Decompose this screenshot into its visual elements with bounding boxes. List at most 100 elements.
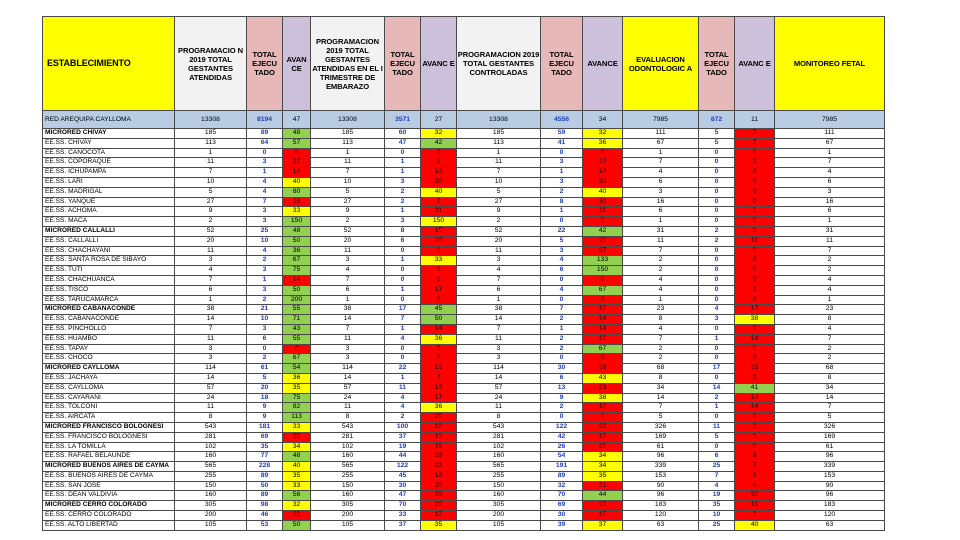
ejecutado-cell: 44 bbox=[384, 451, 421, 463]
avance-cell: 32 bbox=[282, 500, 311, 512]
ejecutado-cell: 3 bbox=[698, 314, 735, 325]
ejecutado-cell: 77 bbox=[246, 451, 283, 463]
ejecutado-cell: 0 bbox=[698, 176, 735, 188]
ejecutado-cell: 11 bbox=[384, 382, 421, 394]
avance-cell: 34 bbox=[582, 110, 623, 129]
value-cell: 255 bbox=[456, 470, 541, 482]
ejecutado-cell: 0 bbox=[698, 323, 735, 335]
value-cell: 120 bbox=[774, 510, 885, 521]
avance-cell: 14 bbox=[282, 167, 311, 178]
value-cell: 4 bbox=[774, 167, 885, 178]
ejecutado-cell: 0 bbox=[246, 343, 283, 355]
table-row: EE.SS. CHACHUANCA 7 1 14 7 0 0 7 0 0 4 0 0 4 bbox=[42, 274, 885, 286]
avance-cell: 33 bbox=[282, 206, 311, 218]
avance-cell: 0 bbox=[734, 245, 775, 257]
value-cell: 2 bbox=[774, 353, 885, 365]
establecimiento-cell: EE.SS. SAN JOSE bbox=[42, 480, 175, 492]
value-cell: 7 bbox=[774, 157, 885, 169]
value-cell: 1 bbox=[310, 294, 385, 306]
avance-cell: 0 bbox=[734, 343, 775, 355]
ejecutado-cell: 13 bbox=[540, 382, 583, 394]
ejecutado-cell: 9 bbox=[540, 392, 583, 404]
ejecutado-cell: 0 bbox=[384, 294, 421, 306]
avance-cell: 44 bbox=[582, 490, 623, 502]
avance-cell: 28 bbox=[420, 451, 457, 463]
ejecutado-cell: 42 bbox=[540, 431, 583, 443]
table-row: EE.SS. LA TOMILLA 102 35 34 102 19 19 102 26 25 61… bbox=[42, 441, 885, 453]
avance-cell: 0 bbox=[734, 186, 775, 198]
value-cell: 1 bbox=[456, 147, 541, 159]
avance-cell: 48 bbox=[282, 451, 311, 463]
avance-cell: 0 bbox=[420, 147, 457, 159]
avance-cell: 11 bbox=[582, 206, 623, 218]
ejecutado-cell: 0 bbox=[698, 294, 735, 306]
avance-cell: 17 bbox=[420, 392, 457, 404]
establecimiento-cell: EE.SS. AIRCATA bbox=[42, 412, 175, 423]
avance-cell: 0 bbox=[734, 196, 775, 208]
ejecutado-cell: 7 bbox=[384, 314, 421, 325]
avance-cell: 0 bbox=[734, 206, 775, 218]
header-monitoreo-fetal: MONITOREO FETAL bbox=[774, 16, 885, 111]
value-cell: 11 bbox=[174, 245, 247, 257]
value-cell: 185 bbox=[310, 128, 385, 139]
value-cell: 14 bbox=[456, 314, 541, 325]
establecimiento-cell: EE.SS. CAYARANI bbox=[42, 392, 175, 404]
establecimiento-cell: MICRORED CHIVAY bbox=[42, 128, 175, 139]
avance-cell: 45 bbox=[420, 304, 457, 316]
value-cell: 23 bbox=[774, 304, 885, 316]
value-cell: 111 bbox=[774, 128, 885, 139]
value-cell: 565 bbox=[456, 461, 541, 472]
ejecutado-cell: 228 bbox=[246, 461, 283, 472]
ejecutado-cell: 1 bbox=[384, 323, 421, 335]
value-cell: 68 bbox=[774, 363, 885, 374]
avance-cell: 13 bbox=[420, 431, 457, 443]
value-cell: 2 bbox=[774, 265, 885, 276]
value-cell: 105 bbox=[174, 519, 247, 531]
avance-cell: 5 bbox=[734, 470, 775, 482]
header-prog-trimestre: PROGRAMACION 2019 TOTAL GESTANTES ATENDI… bbox=[310, 16, 385, 111]
table-row: EE.SS. SAN JOSE 150 50 33 150 30 20 150 32 21 90 4 4… bbox=[42, 480, 885, 492]
value-cell: 3 bbox=[174, 343, 247, 355]
value-cell: 14 bbox=[456, 372, 541, 384]
ejecutado-cell: 98 bbox=[246, 500, 283, 512]
ejecutado-cell: 60 bbox=[384, 128, 421, 139]
value-cell: 305 bbox=[310, 500, 385, 512]
value-cell: 2 bbox=[622, 265, 699, 276]
ejecutado-cell: 54 bbox=[540, 451, 583, 463]
value-cell: 52 bbox=[456, 225, 541, 237]
avance-cell: 0 bbox=[420, 245, 457, 257]
ejecutado-cell: 37 bbox=[384, 431, 421, 443]
ejecutado-cell: 4 bbox=[540, 255, 583, 267]
ejecutado-cell: 10 bbox=[246, 314, 283, 325]
ejecutado-cell: 7 bbox=[540, 304, 583, 316]
avance-cell: 27 bbox=[420, 110, 457, 129]
avance-cell: 19 bbox=[734, 500, 775, 512]
avance-cell: 200 bbox=[282, 294, 311, 306]
ejecutado-cell: 1 bbox=[384, 284, 421, 296]
value-cell: 2 bbox=[310, 216, 385, 227]
value-cell: 4 bbox=[310, 265, 385, 276]
value-cell: 2 bbox=[622, 353, 699, 365]
table-row: EE.SS. DEAN VALDIVIA 160 89 56 160 47 29 160 70 4… bbox=[42, 490, 885, 502]
ejecutado-cell: 122 bbox=[384, 461, 421, 472]
value-cell: 52 bbox=[310, 225, 385, 237]
value-cell: 7 bbox=[774, 402, 885, 414]
establecimiento-cell: EE.SS. TISCO bbox=[42, 284, 175, 296]
ejecutado-cell: 3 bbox=[540, 176, 583, 188]
value-cell: 7 bbox=[174, 167, 247, 178]
value-cell: 7 bbox=[174, 323, 247, 335]
value-cell: 4 bbox=[174, 265, 247, 276]
establecimiento-cell: MICRORED CAYLLOMA bbox=[42, 363, 175, 374]
ejecutado-cell: 1 bbox=[698, 402, 735, 414]
value-cell: 102 bbox=[174, 441, 247, 453]
ejecutado-cell: 64 bbox=[246, 137, 283, 149]
avance-cell: 0 bbox=[582, 294, 623, 306]
ejecutado-cell: 6 bbox=[698, 451, 735, 463]
value-cell: 255 bbox=[310, 470, 385, 482]
table-row: EE.SS. ALTO LIBERTAD 105 53 50 105 37 35 105 39 3… bbox=[42, 519, 885, 531]
ejecutado-cell: 2 bbox=[540, 333, 583, 345]
value-cell: 1 bbox=[774, 216, 885, 227]
value-cell: 31 bbox=[622, 225, 699, 237]
ejecutado-cell: 0 bbox=[698, 412, 735, 423]
value-cell: 1 bbox=[622, 216, 699, 227]
